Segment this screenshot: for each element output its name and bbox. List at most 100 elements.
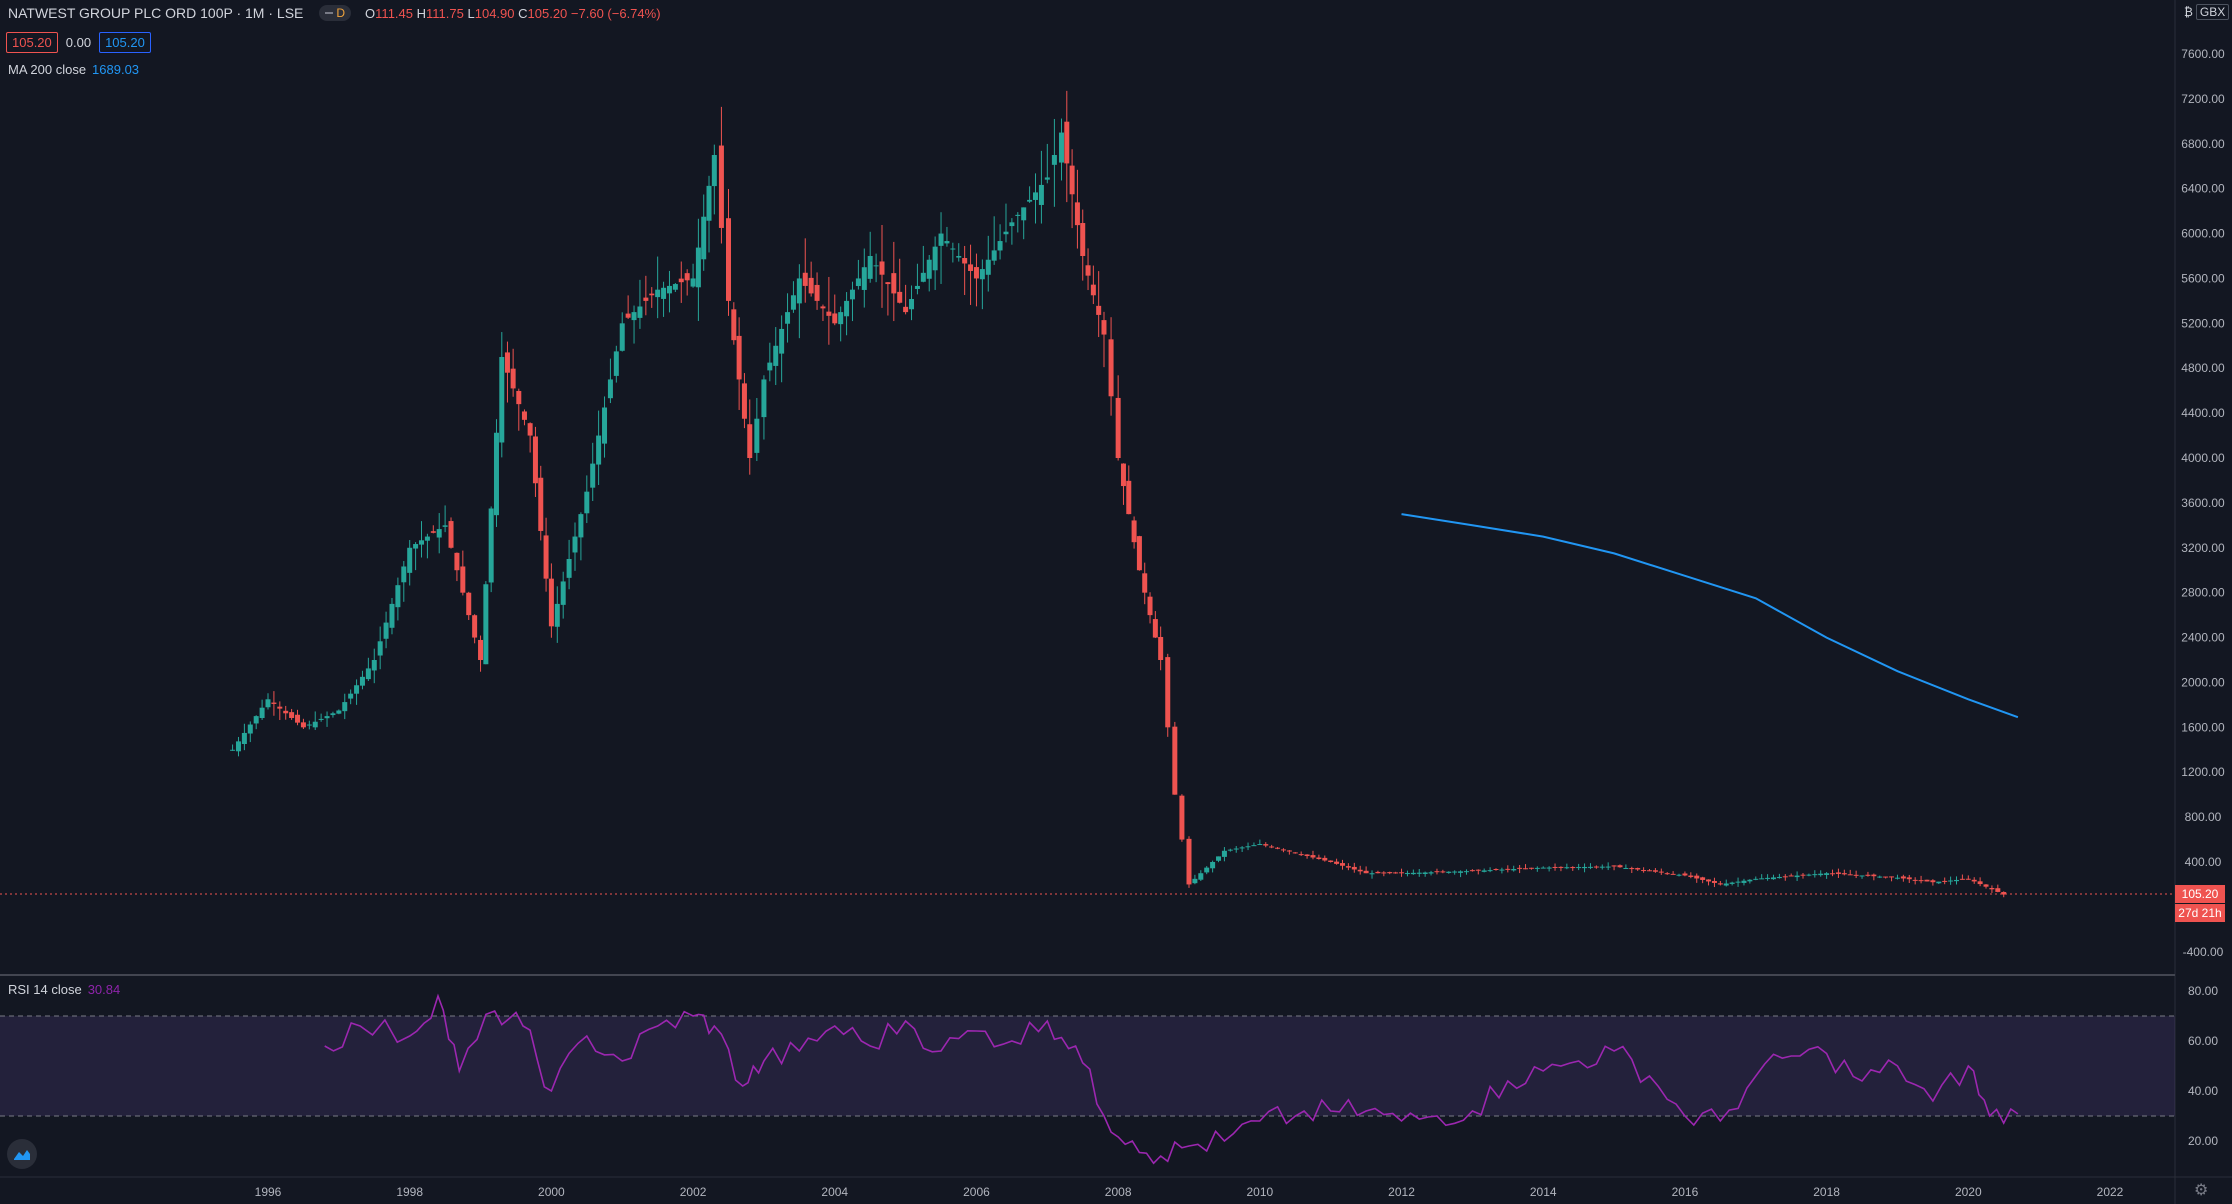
candle-body (1741, 880, 1747, 883)
candle-body (259, 707, 265, 719)
candle-body (736, 335, 742, 380)
candle-body (1841, 873, 1847, 875)
buy-button[interactable]: 105.20 (99, 32, 151, 53)
currency-selector[interactable]: ₿ GBX (2184, 4, 2230, 20)
candle-body (903, 306, 909, 313)
candle-body (1605, 866, 1611, 868)
candle-body (1251, 845, 1257, 847)
candle-body (767, 362, 773, 371)
price-tick-label: 4000.00 (2181, 451, 2225, 465)
rsi-tick-label: 40.00 (2188, 1084, 2218, 1098)
time-tick-label: 2008 (1105, 1185, 1132, 1199)
candle-body (1954, 879, 1959, 882)
candle-body (879, 261, 885, 275)
candle-body (1322, 857, 1328, 861)
rsi-axis[interactable]: 80.00 60.00 40.00 20.00 (2188, 984, 2218, 1148)
candle-body (1835, 872, 1841, 874)
candle-body (1381, 872, 1387, 874)
candle-body (1227, 849, 1233, 851)
candle-body (1629, 868, 1635, 870)
candle-body (289, 712, 295, 718)
candle-body (1782, 876, 1788, 878)
candle-body (1027, 199, 1033, 202)
sell-button[interactable]: 105.20 (6, 32, 58, 53)
candle-body (596, 435, 602, 465)
currency-label: GBX (2195, 4, 2230, 20)
candle-body (1080, 223, 1086, 256)
time-axis[interactable]: 1996 1998 2000 2002 2004 2006 2008 2010 2012 2014… (255, 1185, 2124, 1199)
candle-body (826, 311, 832, 316)
price-axis[interactable]: 7600.00 7200.00 6800.00 6400.00 6000.00 5600.… (2181, 47, 2225, 959)
time-tick-label: 2022 (2097, 1185, 2124, 1199)
candle-body (1788, 875, 1794, 877)
candle-body (1192, 878, 1198, 884)
ma-legend[interactable]: MA 200 close 1689.03 (8, 62, 139, 77)
candle-body (1847, 874, 1853, 876)
interval-badge[interactable]: D (319, 5, 352, 21)
candle-body (478, 639, 484, 660)
candle-body (885, 282, 891, 285)
candle-body (1440, 871, 1446, 873)
candle-body (1694, 875, 1700, 879)
candle-body (701, 216, 707, 260)
price-tick-label: 1600.00 (2181, 720, 2225, 734)
candle-body (1038, 184, 1044, 205)
price-tick-label: 5200.00 (2181, 316, 2225, 330)
price-tick-label: 6400.00 (2181, 182, 2225, 196)
candle-body (1021, 207, 1027, 221)
candle-body (891, 273, 897, 294)
candle-body (973, 267, 979, 279)
candle-body (1717, 883, 1723, 885)
bid-ask-row: 105.20 0.00 105.20 (6, 32, 151, 53)
candle-body (832, 313, 838, 324)
tradingview-logo-icon[interactable] (7, 1139, 37, 1169)
candle-body (706, 185, 712, 221)
last-price-label: 105.20 (2182, 887, 2219, 901)
candle-body (1747, 879, 1753, 882)
candle-body (1369, 873, 1375, 875)
candle-body (1859, 875, 1865, 877)
candle-body (1676, 874, 1682, 876)
candle-body (1688, 875, 1694, 877)
candle-body (950, 248, 956, 250)
candle-body (1101, 320, 1107, 335)
candle-body (1096, 305, 1102, 315)
candle-body (926, 259, 932, 279)
candle-body (253, 716, 259, 724)
legend-header: NATWEST GROUP PLC ORD 100P · 1M · LSE D … (8, 5, 661, 21)
candle-body (1753, 878, 1759, 880)
candle-body (1316, 857, 1322, 860)
candle-body (342, 702, 348, 712)
candle-body (1003, 231, 1009, 235)
price-tick-label: 5600.00 (2181, 271, 2225, 285)
candle-body (1363, 870, 1369, 874)
candle-body (1292, 852, 1298, 854)
candle-body (241, 732, 247, 745)
candle-body (424, 536, 430, 541)
candle-body (442, 525, 448, 527)
candle-body (1824, 873, 1830, 875)
ohlc-values: O111.45 H111.75 L104.90 C105.20 −7.60 (−… (365, 6, 660, 21)
candle-body (312, 721, 318, 728)
candle-body (1142, 573, 1148, 593)
price-tick-label: 3600.00 (2181, 496, 2225, 510)
candle-body (271, 702, 277, 704)
price-tick-label: 800.00 (2185, 810, 2222, 824)
candle-body (920, 272, 926, 282)
candle-body (1534, 867, 1540, 869)
candle-body (1404, 873, 1410, 875)
candle-body (1481, 870, 1487, 872)
candle-body (867, 256, 873, 279)
candle-body (1416, 872, 1422, 874)
candle-body (1528, 867, 1534, 869)
candle-body (383, 622, 389, 639)
ma-200-line (1401, 513, 2019, 719)
candle-body (1765, 877, 1771, 879)
candle-body (956, 256, 962, 258)
symbol-title[interactable]: NATWEST GROUP PLC ORD 100P · 1M · LSE (8, 5, 304, 21)
rsi-legend[interactable]: RSI 14 close 30.84 (8, 982, 120, 997)
candle-body (785, 312, 791, 324)
settings-gear-icon[interactable]: ⚙ (2194, 1182, 2209, 1199)
candle-body (690, 278, 696, 287)
